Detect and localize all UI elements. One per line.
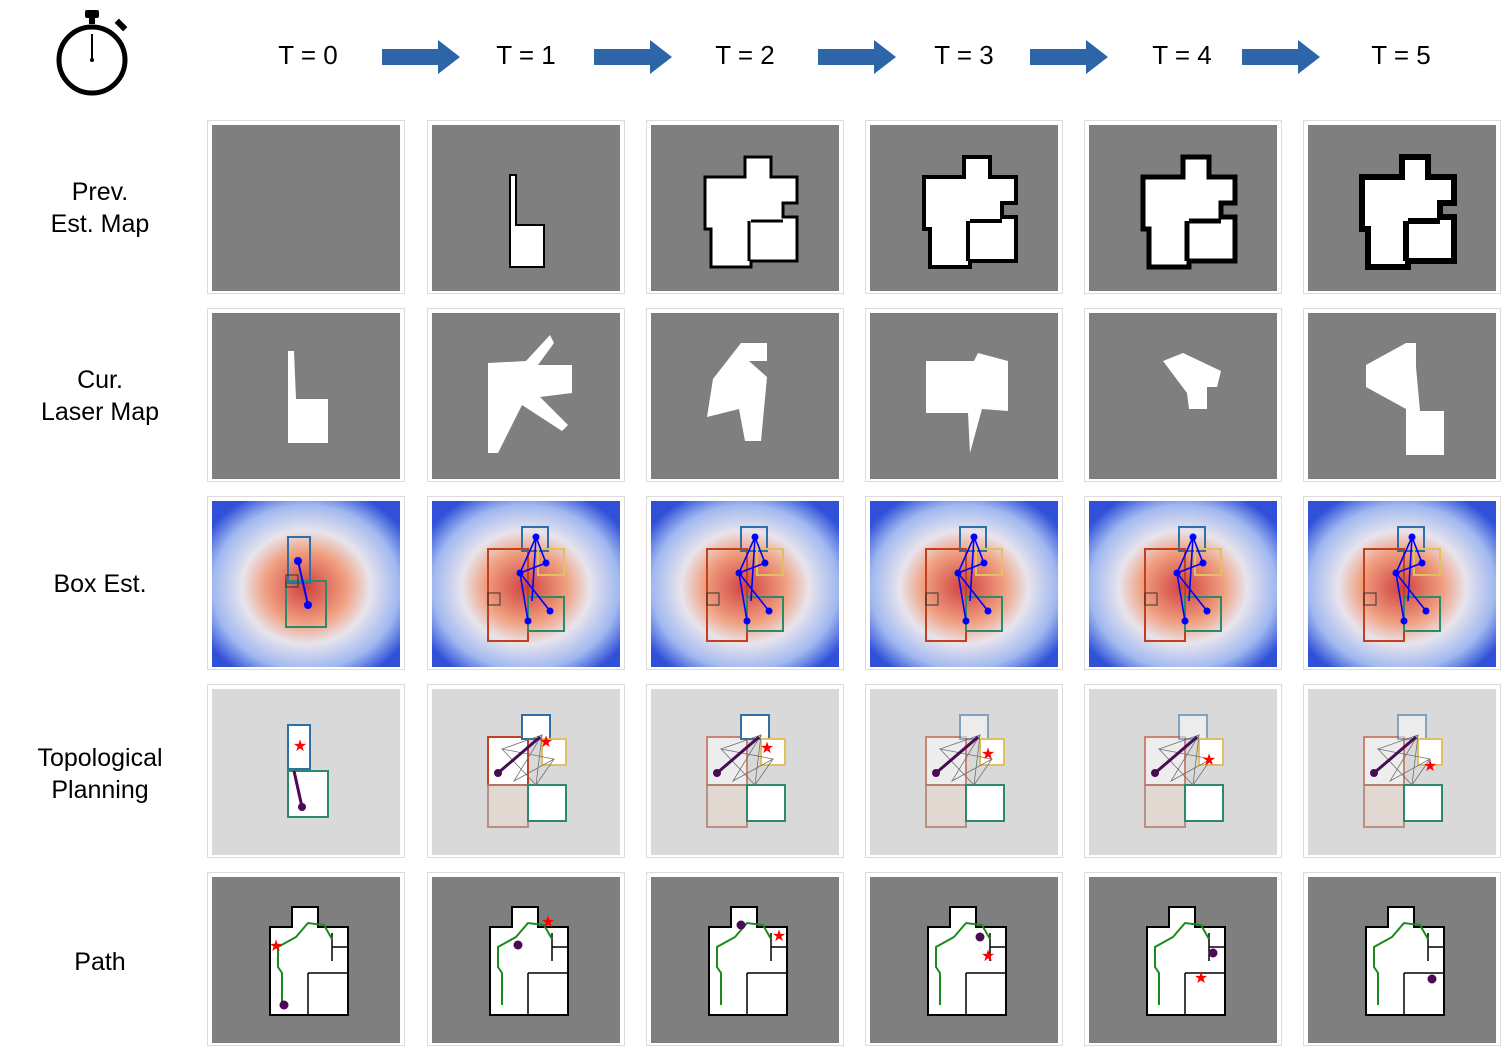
svg-text:★: ★: [541, 912, 555, 931]
prev-map-image: [212, 125, 400, 291]
panel-path-t3: ★: [865, 872, 1063, 1046]
row-label-laser-map: Cur. Laser Map: [40, 366, 160, 426]
path-image: ★: [870, 877, 1058, 1043]
panel-box-est-t0: [207, 496, 405, 670]
panel-prev-map-t3: [865, 120, 1063, 294]
svg-text:★: ★: [539, 732, 553, 751]
stopwatch-icon: [56, 10, 128, 96]
header: T = 0 T = 1 T = 2 T = 3 T = 4 T = 5: [0, 0, 1511, 110]
laser-map-image: [1308, 313, 1496, 479]
panel-topological-planning-t0: ★: [207, 684, 405, 858]
row-label-topological-planning: Topological Planning: [37, 744, 163, 804]
topological-planning-image: ★: [432, 689, 620, 855]
prev-map-image: [1089, 125, 1277, 291]
prev-map-image: [1308, 125, 1496, 291]
panel-path-t2: ★: [646, 872, 844, 1046]
panel-laser-map-t3: [865, 308, 1063, 482]
panel-path-t0: ★: [207, 872, 405, 1046]
laser-map-image: [1089, 313, 1277, 479]
time-label-5: T = 5: [1371, 40, 1431, 70]
right-arrow-icon: [594, 40, 672, 74]
time-label-1: T = 1: [496, 40, 556, 70]
topological-planning-image: ★: [212, 689, 400, 855]
svg-text:★: ★: [1194, 968, 1208, 987]
laser-map-image: [870, 313, 1058, 479]
panel-laser-map-t0: [207, 308, 405, 482]
panel-laser-map-t5: [1303, 308, 1501, 482]
panel-box-est-t1: [427, 496, 625, 670]
panel-laser-map-t2: [646, 308, 844, 482]
panel-path-t4: ★: [1084, 872, 1282, 1046]
right-arrow-icon: [818, 40, 896, 74]
laser-map-image: [432, 313, 620, 479]
panel-box-est-t4: [1084, 496, 1282, 670]
topological-planning-image: ★: [870, 689, 1058, 855]
path-image: ★: [651, 877, 839, 1043]
svg-text:★: ★: [760, 738, 774, 757]
box-est-image: [212, 501, 400, 667]
right-arrow-icon: [1030, 40, 1108, 74]
svg-text:★: ★: [1423, 756, 1437, 775]
row-label-path: Path: [74, 948, 126, 976]
box-est-image: [432, 501, 620, 667]
prev-map-image: [651, 125, 839, 291]
panel-box-est-t3: [865, 496, 1063, 670]
panel-topological-planning-t1: ★: [427, 684, 625, 858]
time-label-3: T = 3: [934, 40, 994, 70]
row-label-prev-map: Prev. Est. Map: [50, 178, 150, 238]
panel-topological-planning-t3: ★: [865, 684, 1063, 858]
row-label-box-est: Box Est.: [53, 570, 147, 598]
box-est-image: [651, 501, 839, 667]
laser-map-image: [651, 313, 839, 479]
right-arrow-icon: [382, 40, 460, 74]
path-image: ★: [212, 877, 400, 1043]
panel-path-t5: [1303, 872, 1501, 1046]
svg-text:★: ★: [293, 736, 307, 755]
panel-prev-map-t4: [1084, 120, 1282, 294]
panel-topological-planning-t5: ★: [1303, 684, 1501, 858]
box-est-image: [870, 501, 1058, 667]
topological-planning-image: ★: [1089, 689, 1277, 855]
path-image: ★: [432, 877, 620, 1043]
prev-map-image: [432, 125, 620, 291]
time-label-2: T = 2: [715, 40, 775, 70]
topological-planning-image: ★: [1308, 689, 1496, 855]
panel-path-t1: ★: [427, 872, 625, 1046]
panel-topological-planning-t4: ★: [1084, 684, 1282, 858]
laser-map-image: [212, 313, 400, 479]
panel-box-est-t2: [646, 496, 844, 670]
svg-text:★: ★: [772, 926, 786, 945]
panel-laser-map-t1: [427, 308, 625, 482]
svg-text:★: ★: [1202, 750, 1216, 769]
prev-map-image: [870, 125, 1058, 291]
panel-prev-map-t5: [1303, 120, 1501, 294]
topological-planning-image: ★: [651, 689, 839, 855]
svg-text:★: ★: [981, 744, 995, 763]
panel-prev-map-t2: [646, 120, 844, 294]
time-label-0: T = 0: [278, 40, 338, 70]
right-arrow-icon: [1242, 40, 1320, 74]
svg-text:★: ★: [269, 936, 283, 955]
panel-prev-map-t1: [427, 120, 625, 294]
panel-topological-planning-t2: ★: [646, 684, 844, 858]
path-image: ★: [1089, 877, 1277, 1043]
time-label-4: T = 4: [1152, 40, 1212, 70]
panel-box-est-t5: [1303, 496, 1501, 670]
path-image: [1308, 877, 1496, 1043]
svg-text:★: ★: [981, 946, 995, 965]
panel-prev-map-t0: [207, 120, 405, 294]
box-est-image: [1308, 501, 1496, 667]
panel-laser-map-t4: [1084, 308, 1282, 482]
box-est-image: [1089, 501, 1277, 667]
